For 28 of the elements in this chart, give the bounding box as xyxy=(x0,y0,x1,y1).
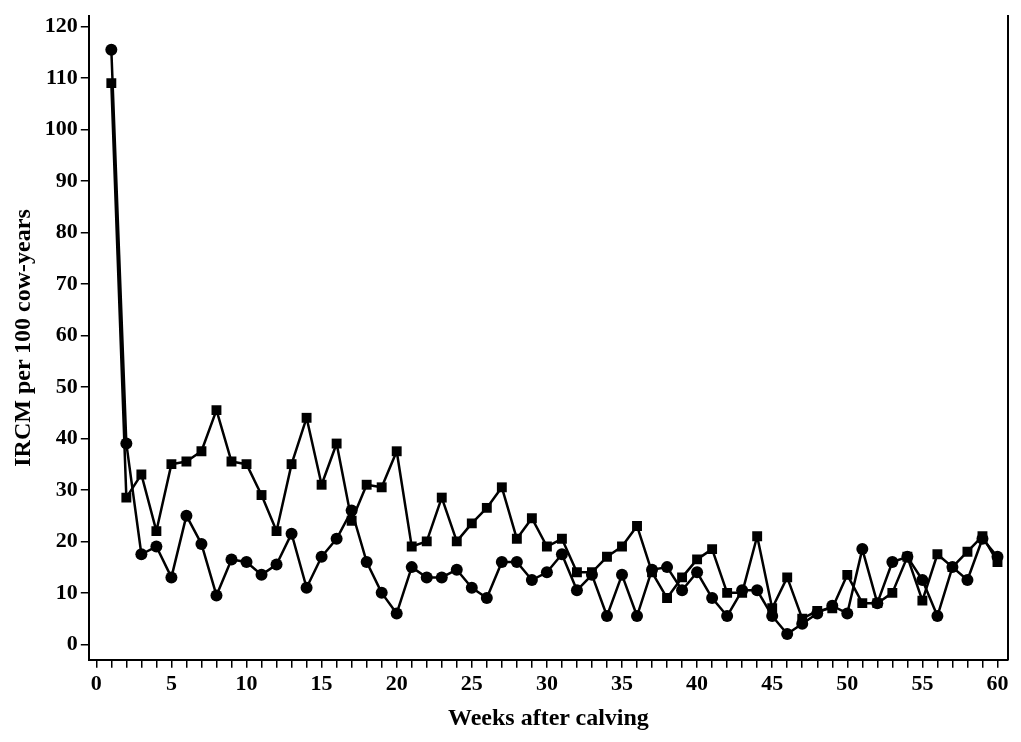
y-tick-label: 100 xyxy=(44,115,78,141)
x-axis-title: Weeks after calving xyxy=(447,703,649,730)
y-tick-label: 90 xyxy=(55,166,78,192)
y-tick-label: 60 xyxy=(55,321,78,347)
y-tick-label: 70 xyxy=(55,269,78,295)
y-tick-label: 50 xyxy=(55,372,78,398)
y-tick-label: 20 xyxy=(55,527,78,553)
y-tick-label: 10 xyxy=(55,578,78,604)
x-tick-label: 25 xyxy=(460,669,483,695)
y-tick-label: 40 xyxy=(55,424,78,450)
x-tick-label: 0 xyxy=(90,669,102,695)
x-tick-label: 55 xyxy=(911,669,934,695)
y-axis-title: IRCM per 100 cow-years xyxy=(8,209,35,467)
x-tick-label: 10 xyxy=(235,669,258,695)
x-tick-label: 50 xyxy=(836,669,859,695)
x-tick-label: 35 xyxy=(611,669,633,695)
y-tick-label: 30 xyxy=(55,475,78,501)
y-tick-label: 0 xyxy=(66,630,78,656)
x-tick-label: 15 xyxy=(310,669,333,695)
x-tick-label: 40 xyxy=(686,669,709,695)
x-tick-label: 5 xyxy=(165,669,177,695)
x-tick-label: 30 xyxy=(535,669,558,695)
x-tick-label: 45 xyxy=(761,669,784,695)
x-tick-label: 20 xyxy=(385,669,408,695)
y-tick-label: 80 xyxy=(55,218,78,244)
y-tick-label: 110 xyxy=(46,63,78,89)
x-tick-label: 60 xyxy=(986,669,1009,695)
y-tick-label: 120 xyxy=(44,12,78,38)
